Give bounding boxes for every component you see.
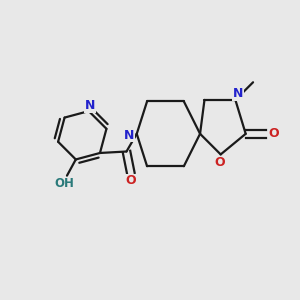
Text: O: O [268, 127, 279, 140]
Text: N: N [85, 99, 95, 112]
Text: O: O [126, 174, 136, 188]
Text: O: O [215, 156, 225, 169]
Text: N: N [124, 129, 135, 142]
Text: N: N [232, 87, 243, 100]
Text: OH: OH [55, 177, 74, 190]
